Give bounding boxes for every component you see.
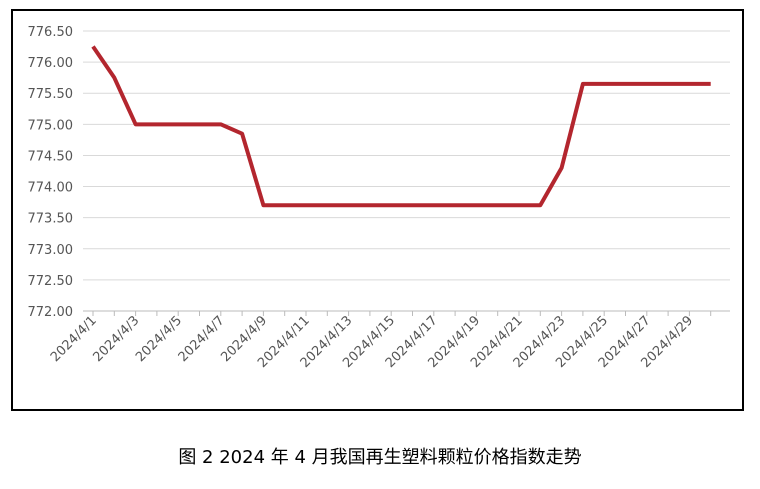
y-tick-label: 776.50 (28, 25, 74, 40)
y-tick-label: 772.00 (28, 305, 74, 320)
y-tick-label: 773.00 (28, 243, 74, 258)
y-tick-label: 774.00 (28, 181, 74, 196)
y-tick-label: 772.50 (28, 274, 74, 289)
y-tick-label: 774.50 (28, 149, 74, 164)
y-tick-label: 775.00 (28, 118, 74, 133)
caption: 图 2 2024 年 4 月我国再生塑料颗粒价格指数走势 (178, 447, 581, 468)
frame (11, 9, 744, 411)
y-tick-label: 776.00 (28, 56, 74, 71)
y-tick-label: 775.50 (28, 87, 74, 102)
line-series (91, 45, 711, 208)
y-tick-label: 773.50 (28, 212, 74, 227)
